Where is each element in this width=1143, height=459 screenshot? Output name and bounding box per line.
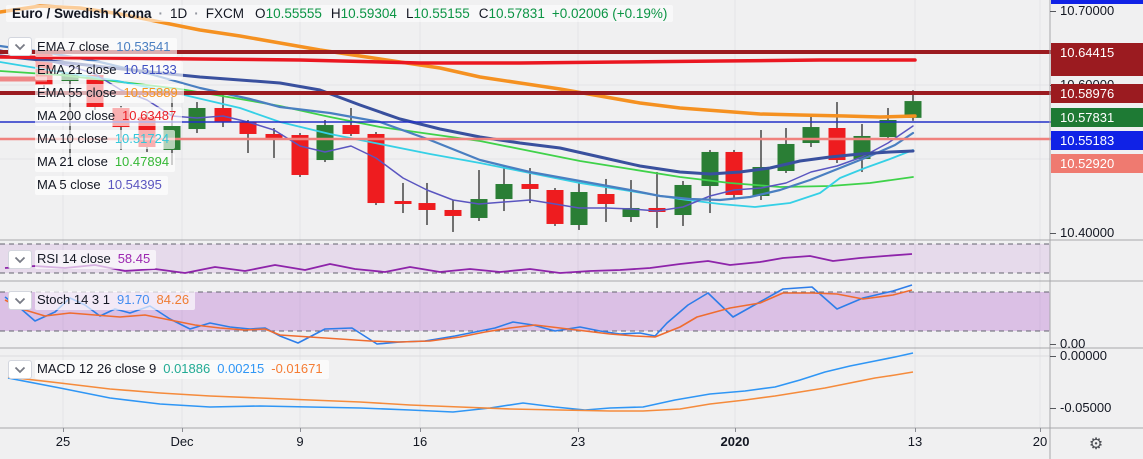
overlay-legend-row[interactable]: MA 21 close 10.47894: [35, 153, 176, 172]
price-badge: 10.52920: [1051, 153, 1143, 173]
candle-down: [648, 207, 666, 212]
candle-up: [904, 101, 922, 118]
change-value: +0.02006 (+0.19%): [551, 6, 668, 21]
symbol-info-bar: Euro / Swedish Krona · 1D · FXCM O10.555…: [6, 5, 674, 22]
time-tick: [420, 428, 421, 432]
price-axis-label: -0.05000: [1060, 400, 1112, 415]
price-tick: [1050, 408, 1056, 409]
candle-down: [546, 190, 564, 224]
price-badge: 10.64415: [1051, 42, 1143, 62]
candle-up: [802, 127, 820, 144]
candle-down: [367, 133, 385, 204]
candle-down: [265, 133, 283, 138]
candle-down: [214, 108, 232, 122]
time-axis-label: 13: [907, 434, 923, 449]
ohlc-c: C10.57831: [478, 6, 545, 21]
ohlc-values: O10.55555 H10.59304 L10.55155 C10.57831: [255, 6, 545, 21]
rsi-band: [0, 244, 1050, 273]
macd-legend-row[interactable]: MACD 12 26 close 9 0.01886 0.00215 -0.01671: [35, 360, 329, 379]
ohlc-o: O10.55555: [255, 6, 322, 21]
candle-down: [521, 184, 539, 189]
ema7-line: [0, 44, 915, 202]
chevron-down-icon[interactable]: [8, 250, 32, 269]
macd-line: [7, 352, 914, 413]
chevron-down-icon[interactable]: [8, 291, 32, 310]
price-tick: [1050, 356, 1056, 357]
time-axis-label: 25: [55, 434, 71, 449]
overlay-legend-row[interactable]: EMA 7 close 10.53541: [35, 38, 177, 57]
macd-signal-line: [7, 371, 914, 412]
price-axis-label: 0.00000: [1060, 348, 1107, 363]
candle-down: [597, 194, 615, 204]
exchange-label: FXCM: [205, 6, 245, 21]
price-axis-label: 10.70000: [1060, 3, 1115, 18]
candle-up: [470, 199, 488, 218]
time-tick: [63, 428, 64, 432]
time-axis-label: 9: [296, 434, 304, 449]
time-tick: [735, 428, 736, 432]
overlay-legend-row[interactable]: EMA 55 close 10.55889: [35, 84, 184, 103]
candle-down: [239, 122, 257, 134]
ohlc-l: L10.55155: [405, 6, 470, 21]
candle-down: [828, 127, 846, 161]
candle-down: [291, 135, 309, 175]
candle-up: [879, 120, 897, 138]
price-badge: 10.58976: [1051, 83, 1143, 103]
candle-down: [444, 209, 462, 216]
rsi-legend-row[interactable]: RSI 14 close 58.45: [35, 250, 157, 269]
interval-label[interactable]: 1D: [170, 6, 188, 21]
candle-down: [394, 201, 412, 204]
candle-up: [622, 207, 640, 218]
candle-down: [342, 125, 360, 134]
time-tick: [578, 428, 579, 432]
price-badge-sliver: [1051, 62, 1143, 76]
time-axis-label: 16: [412, 434, 428, 449]
time-axis-label: 20: [1032, 434, 1048, 449]
price-axis-label: 10.40000: [1060, 225, 1115, 240]
candle-up: [495, 184, 513, 200]
separator-dot: ·: [194, 6, 199, 21]
price-tick: [1050, 11, 1056, 12]
candle-down: [418, 203, 436, 210]
price-axis-label: 0.00: [1060, 336, 1086, 351]
chevron-down-icon[interactable]: [8, 37, 32, 56]
stoch-legend-row[interactable]: Stoch 14 3 1 91.70 84.26: [35, 291, 196, 310]
symbol-title[interactable]: Euro / Swedish Krona: [12, 6, 152, 21]
time-axis-label: 2020: [720, 434, 750, 449]
candle-up: [316, 125, 334, 161]
price-badge-sliver: [1051, 0, 1143, 4]
price-tick: [1050, 344, 1056, 345]
price-badge: 10.55183: [1051, 130, 1143, 150]
ema21-line: [0, 54, 915, 176]
price-badge: 10.57831: [1051, 107, 1143, 127]
price-tick: [1050, 233, 1056, 234]
stoch-d-line: [4, 289, 913, 343]
overlay-legend-row[interactable]: MA 5 close 10.54395: [35, 176, 168, 195]
candle-up: [701, 151, 719, 187]
overlay-legend-row[interactable]: MA 10 close 10.51724: [35, 130, 176, 149]
overlay-legend-row[interactable]: EMA 21 close 10.51133: [35, 61, 183, 80]
ma10-line: [0, 61, 914, 208]
ma200-line: [0, 55, 917, 65]
separator-dot: ·: [158, 6, 164, 21]
axis-settings-gear-icon[interactable]: ⚙: [1088, 436, 1104, 453]
overlay-legend-row[interactable]: MA 200 close 10.63487: [35, 107, 183, 126]
time-tick: [1040, 428, 1041, 432]
ohlc-h: H10.59304: [330, 6, 397, 21]
time-tick: [915, 428, 916, 432]
rsi-line: [4, 253, 913, 274]
chevron-down-icon[interactable]: [8, 360, 32, 379]
time-tick: [182, 428, 183, 432]
time-axis-label: 23: [570, 434, 586, 449]
time-tick: [300, 428, 301, 432]
time-axis-label: Dec: [170, 434, 194, 449]
